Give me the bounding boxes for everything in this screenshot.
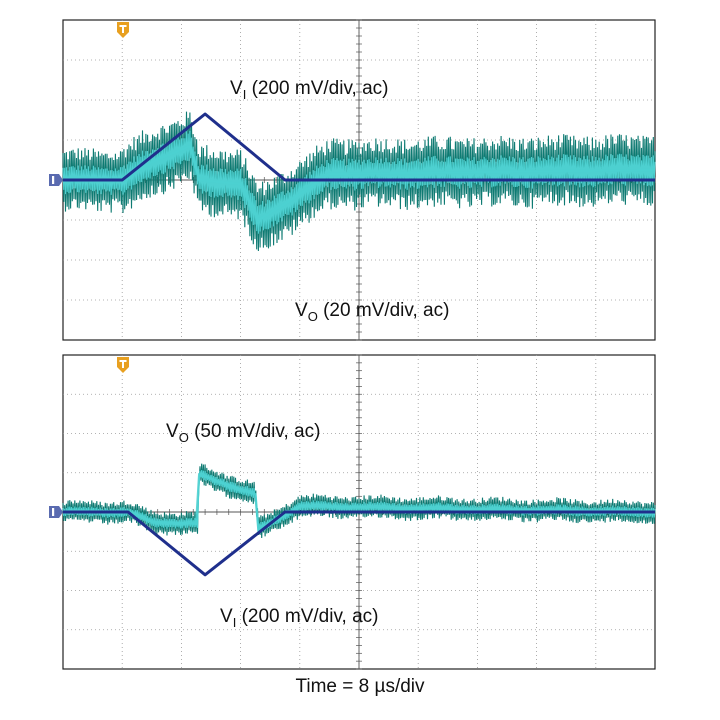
vo-trace-mean <box>63 144 655 222</box>
bottom-scope-panel: VI (200 mV/div, ac) VO (50 mV/div, ac) <box>49 354 656 670</box>
vi-trace <box>63 510 655 577</box>
series-label: VO (20 mV/div, ac) <box>295 300 449 324</box>
series-label: VI (200 mV/div, ac) <box>220 606 379 630</box>
vo-trace-mean <box>63 473 655 532</box>
series-label: VO (50 mV/div, ac) <box>166 421 320 445</box>
x-axis-label: Time = 8 µs/div <box>295 676 425 697</box>
trigger-position-marker-icon <box>117 357 129 373</box>
series-label: VI (200 mV/div, ac) <box>230 78 389 102</box>
vo-trace-core <box>62 130 656 234</box>
vo-trace <box>62 111 656 252</box>
top-scope-panel: VI (200 mV/div, ac) VO (20 mV/div, ac) <box>49 19 656 341</box>
channel-ground-marker-icon <box>49 174 63 186</box>
vi-trace <box>63 112 655 182</box>
trigger-position-marker-icon <box>117 22 129 38</box>
channel-ground-marker-icon <box>49 506 63 518</box>
